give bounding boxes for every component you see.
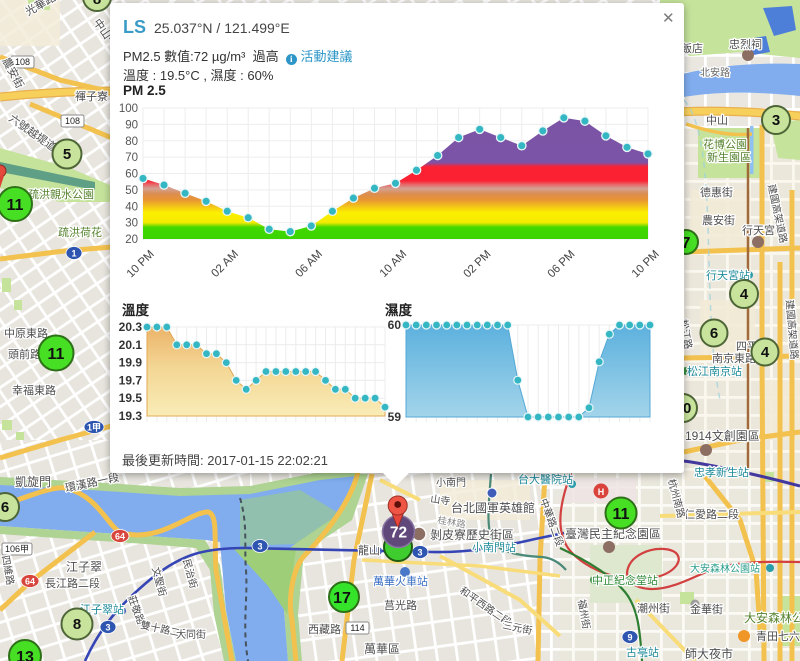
svg-text:行天宮站: 行天宮站 xyxy=(706,268,750,282)
svg-text:莒光路: 莒光路 xyxy=(384,598,417,612)
svg-text:飯店: 飯店 xyxy=(681,41,703,55)
svg-text:3: 3 xyxy=(257,542,262,552)
svg-text:大安森林公園站: 大安森林公園站 xyxy=(690,562,760,575)
svg-text:北安路: 北安路 xyxy=(700,66,730,79)
svg-text:松江南京站: 松江南京站 xyxy=(687,364,742,378)
svg-text:台大醫院站: 台大醫院站 xyxy=(518,472,573,486)
svg-text:8: 8 xyxy=(73,616,81,633)
svg-text:20.3: 20.3 xyxy=(119,320,143,334)
svg-text:60: 60 xyxy=(388,318,402,332)
svg-text:11: 11 xyxy=(48,346,65,363)
svg-text:疏洪親水公園: 疏洪親水公園 xyxy=(28,187,94,201)
svg-text:108: 108 xyxy=(65,116,80,126)
svg-text:古亭站: 古亭站 xyxy=(626,645,659,659)
svg-text:新生園區: 新生園區 xyxy=(707,150,751,164)
svg-text:頭前路: 頭前路 xyxy=(8,347,41,361)
svg-text:11: 11 xyxy=(613,506,630,523)
svg-text:忠孝新生站: 忠孝新生站 xyxy=(694,465,749,479)
svg-text:11: 11 xyxy=(7,197,24,214)
svg-text:20: 20 xyxy=(125,234,138,246)
svg-text:大安森林公: 大安森林公 xyxy=(744,610,800,625)
svg-text:90: 90 xyxy=(125,119,138,131)
svg-text:3: 3 xyxy=(772,112,780,129)
svg-text:臺灣民主紀念園區: 臺灣民主紀念園區 xyxy=(565,526,661,541)
svg-text:江子翠站: 江子翠站 xyxy=(80,602,124,616)
svg-text:凱旋門: 凱旋門 xyxy=(15,475,51,489)
svg-text:南京東路: 南京東路 xyxy=(712,351,756,365)
svg-text:72: 72 xyxy=(390,525,407,542)
svg-text:06 AM: 06 AM xyxy=(294,248,326,280)
svg-text:19.5: 19.5 xyxy=(119,391,143,405)
svg-text:萬華區: 萬華區 xyxy=(364,642,400,656)
svg-text:仁愛路二段: 仁愛路二段 xyxy=(684,507,739,521)
svg-text:7: 7 xyxy=(682,235,691,252)
svg-text:H: H xyxy=(598,487,605,497)
svg-text:大同街: 大同街 xyxy=(176,628,206,641)
svg-text:80: 80 xyxy=(125,136,138,148)
svg-text:師大夜市: 師大夜市 xyxy=(685,646,733,661)
svg-text:59: 59 xyxy=(388,410,402,424)
svg-text:19.9: 19.9 xyxy=(119,356,143,370)
svg-text:50: 50 xyxy=(125,185,138,197)
svg-text:農安街: 農安街 xyxy=(702,213,735,227)
svg-text:02 PM: 02 PM xyxy=(461,248,493,280)
svg-text:長江路二段: 長江路二段 xyxy=(45,576,100,590)
svg-text:106甲: 106甲 xyxy=(5,544,29,554)
svg-text:剝皮寮歷史街區: 剝皮寮歷史街區 xyxy=(430,527,514,542)
svg-text:1: 1 xyxy=(71,249,76,259)
svg-text:忠烈祠: 忠烈祠 xyxy=(729,37,762,51)
svg-text:06 PM: 06 PM xyxy=(546,248,578,280)
svg-text:20.1: 20.1 xyxy=(119,338,143,352)
svg-text:13: 13 xyxy=(16,649,34,661)
svg-text:龍山: 龍山 xyxy=(358,543,380,557)
svg-text:疏洪荷花: 疏洪荷花 xyxy=(58,225,102,239)
svg-text:19.7: 19.7 xyxy=(119,373,143,387)
svg-text:10 PM: 10 PM xyxy=(125,248,157,280)
svg-text:02 AM: 02 AM xyxy=(209,248,241,280)
svg-text:中山: 中山 xyxy=(706,114,728,127)
svg-text:108: 108 xyxy=(15,57,30,67)
svg-text:3: 3 xyxy=(417,548,422,558)
svg-text:1甲: 1甲 xyxy=(87,423,101,433)
svg-text:17: 17 xyxy=(333,590,351,607)
svg-text:70: 70 xyxy=(125,152,138,164)
svg-text:4: 4 xyxy=(761,344,770,361)
svg-text:4: 4 xyxy=(740,286,749,303)
svg-text:花博公園: 花博公園 xyxy=(703,138,747,151)
svg-text:30: 30 xyxy=(125,218,138,230)
svg-text:1914文創園區: 1914文創園區 xyxy=(685,428,760,443)
svg-text:小南門站: 小南門站 xyxy=(472,540,516,554)
svg-text:山寺: 山寺 xyxy=(430,493,451,508)
svg-text:行天宮: 行天宮 xyxy=(742,223,775,237)
svg-text:小南門: 小南門 xyxy=(436,476,466,489)
svg-text:64: 64 xyxy=(25,577,35,587)
svg-text:100: 100 xyxy=(119,103,138,115)
svg-text:114: 114 xyxy=(350,623,364,633)
svg-text:6: 6 xyxy=(710,325,718,342)
svg-text:64: 64 xyxy=(115,532,125,542)
svg-text:60: 60 xyxy=(125,169,138,181)
svg-text:10 AM: 10 AM xyxy=(378,248,410,280)
svg-text:潮州街: 潮州街 xyxy=(637,601,670,615)
svg-text:金華街: 金華街 xyxy=(690,602,723,616)
svg-text:40: 40 xyxy=(125,201,138,213)
svg-text:幸福東路: 幸福東路 xyxy=(12,383,56,397)
svg-text:褌子寮: 褌子寮 xyxy=(75,89,108,103)
svg-text:19.3: 19.3 xyxy=(119,409,143,423)
svg-text:江子翠: 江子翠 xyxy=(66,560,102,574)
svg-text:5: 5 xyxy=(63,146,71,163)
svg-text:10 PM: 10 PM xyxy=(630,248,662,280)
svg-text:青田七六: 青田七六 xyxy=(756,630,800,643)
svg-text:德惠街: 德惠街 xyxy=(700,185,733,199)
svg-text:9: 9 xyxy=(627,633,632,643)
svg-text:8: 8 xyxy=(93,0,101,8)
svg-text:中原東路: 中原東路 xyxy=(4,327,48,340)
svg-text:台北國軍英雄館: 台北國軍英雄館 xyxy=(451,500,535,515)
svg-text:萬華火車站: 萬華火車站 xyxy=(373,574,428,588)
svg-text:6: 6 xyxy=(1,499,9,516)
svg-text:西藏路: 西藏路 xyxy=(308,623,341,636)
svg-text:中正紀念堂站: 中正紀念堂站 xyxy=(592,573,658,587)
svg-text:3: 3 xyxy=(105,623,110,633)
